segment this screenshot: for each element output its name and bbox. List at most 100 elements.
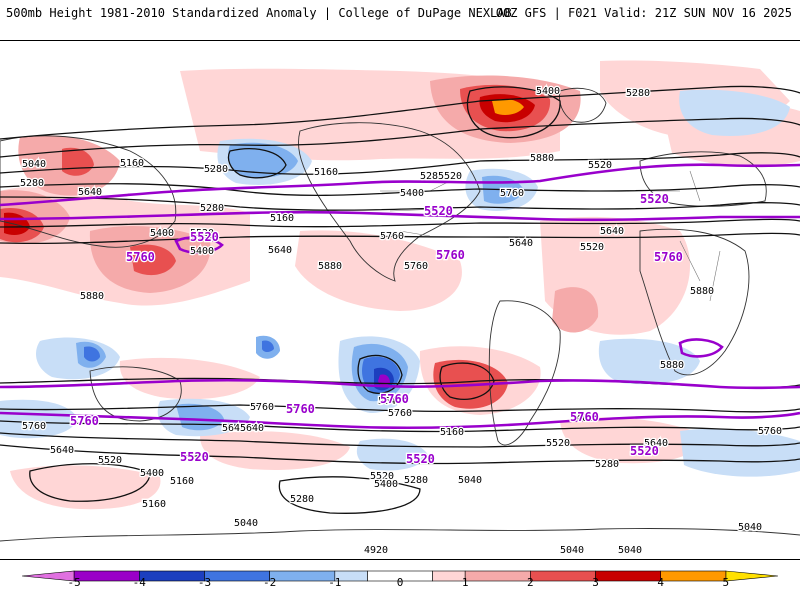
coastline-europe <box>639 151 767 207</box>
anomaly-area <box>552 287 599 333</box>
contour-label: 5280 <box>626 88 650 99</box>
contour-label: 5520 <box>546 438 570 449</box>
contour-label: 5280 <box>204 164 228 175</box>
colorbar-tick-label: -4 <box>132 576 146 589</box>
contour-label: 5400 <box>150 228 174 239</box>
colorbar-tick-label: -1 <box>328 576 342 589</box>
contour-label: 5520 <box>190 230 219 244</box>
contour-label: 5760 <box>654 250 683 264</box>
contour-label: 5040 <box>618 545 642 556</box>
contour-label: 5160 <box>314 167 338 178</box>
contour-5760-south <box>0 378 800 390</box>
highlight-contours <box>0 163 800 430</box>
contour-line <box>0 85 800 140</box>
colorbar-bin <box>530 570 596 582</box>
contour-label: 5400 <box>190 246 214 257</box>
contour-label: 5520 <box>98 455 122 466</box>
contour-5760-north <box>0 210 800 222</box>
contour-label: 5760 <box>70 414 99 428</box>
contour-label: 5520 <box>630 444 659 458</box>
contour-label: 5640 <box>509 238 533 249</box>
contour-line <box>0 444 800 465</box>
contour-label: 5760 <box>570 410 599 424</box>
colorbar-bin <box>139 570 205 582</box>
anomaly-area <box>262 340 274 352</box>
contour-line <box>278 476 421 514</box>
contour-line <box>466 86 561 139</box>
coastline-africa <box>639 228 750 376</box>
contour-label: 5760 <box>286 402 315 416</box>
contour-line <box>0 196 800 211</box>
colorbar-tick-label: 4 <box>657 576 664 589</box>
contour-label: 5520 <box>438 171 462 182</box>
contour-label: 5160 <box>142 499 166 510</box>
colorbar-tick-label: 3 <box>592 576 599 589</box>
contour-label: 5760 <box>380 392 409 406</box>
contour-label: 5400 <box>374 479 398 490</box>
contour-label: 5760 <box>404 261 428 272</box>
anomaly-area <box>130 244 176 276</box>
anomaly-area <box>492 99 524 115</box>
contour-label: 5760 <box>388 408 412 419</box>
contour-label: 5520 <box>424 204 453 218</box>
colorbar-tick-label: -3 <box>197 576 212 589</box>
anomaly-area <box>228 142 298 178</box>
contour-label: 5880 <box>690 286 714 297</box>
contour-label: 5760 <box>500 188 524 199</box>
coastline-greenland <box>559 87 607 123</box>
contour-line <box>0 432 800 448</box>
contour-label: 5280 <box>404 475 428 486</box>
model-run-valid-time: 00Z GFS | F021 Valid: 21Z SUN NOV 16 202… <box>495 6 792 20</box>
contour-label: 5760 <box>758 426 782 437</box>
height-contours <box>0 85 800 514</box>
colorbar-bin <box>660 570 727 582</box>
contour-label: 5880 <box>80 291 104 302</box>
coastline-north-america <box>298 122 481 282</box>
contour-label: 5280 <box>20 178 44 189</box>
coastline-south-america <box>488 300 561 446</box>
map-header: 500mb Height 1981-2010 Standardized Anom… <box>0 0 800 28</box>
map-title: 500mb Height 1981-2010 Standardized Anom… <box>6 6 512 20</box>
contour-5880-cell <box>174 236 224 254</box>
colorbar-strip <box>21 570 779 582</box>
contour-line <box>439 362 495 400</box>
contour-line <box>227 148 287 179</box>
anomaly-area <box>10 465 161 510</box>
contour-label: 5640 <box>644 438 668 449</box>
map-canvas: 5400 5280 5520 5040 5160 5280 5640 5280 5160 5280… <box>0 60 800 557</box>
contour-label: 5640 <box>600 226 624 237</box>
contour-label: 5400 <box>570 413 594 424</box>
contour-label: 5280 <box>290 494 314 505</box>
colorbar-bin <box>73 570 140 582</box>
contour-label: 5640 <box>378 396 402 407</box>
anomaly-area <box>680 428 800 477</box>
anomaly-area <box>598 338 700 385</box>
contour-line <box>29 463 151 502</box>
coastline-asia <box>0 135 177 248</box>
contour-label: 5880 <box>660 360 684 371</box>
contour-line <box>0 404 800 413</box>
anomaly-area <box>84 346 100 362</box>
colorbar-tick-label: 0 <box>396 576 404 589</box>
contour-label: 5160 <box>120 158 144 169</box>
colorbar: -5 -4 -3 -2 -1 0 1 2 3 4 5 <box>0 570 800 600</box>
colorbar-tick-label: -5 <box>67 576 81 589</box>
colorbar-tick-label: 5 <box>722 576 730 589</box>
colorbar-bin <box>269 570 336 582</box>
contour-label: 5880 <box>530 153 554 164</box>
contour-label: 5400 <box>400 188 424 199</box>
contour-label: 5400 <box>140 468 164 479</box>
contour-label: 5640 <box>78 187 102 198</box>
contour-label: 5520 <box>580 242 604 253</box>
contour-label: 5040 <box>738 522 762 533</box>
colorbar-tick-label: -2 <box>263 576 277 589</box>
contour-label: 5520 <box>640 192 669 206</box>
contour-label: 5760 <box>250 402 274 413</box>
colorbar-bin <box>595 570 661 582</box>
coastline-antarctica <box>0 528 800 542</box>
contour-5520-south <box>0 411 800 430</box>
contour-label: 5760 <box>436 248 465 262</box>
contour-label: 4920 <box>364 545 388 556</box>
contour-5520-north <box>0 163 800 207</box>
contour-label: 5160 <box>270 213 294 224</box>
